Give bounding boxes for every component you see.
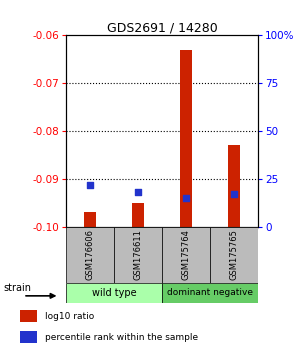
Bar [84,212,96,227]
Text: wild type: wild type [92,288,136,298]
Text: dominant negative: dominant negative [167,289,253,297]
Bar [66,227,114,283]
Text: percentile rank within the sample: percentile rank within the sample [45,333,198,342]
Bar [162,227,210,283]
Bar [210,227,258,283]
Bar [162,283,258,303]
Title: GDS2691 / 14280: GDS2691 / 14280 [106,21,218,34]
Bar [132,202,144,227]
Point [88,182,92,187]
Bar [114,227,162,283]
Point [136,189,140,195]
Text: GSM175764: GSM175764 [182,229,190,280]
Bar [20,331,37,343]
Text: log10 ratio: log10 ratio [45,312,94,321]
Text: strain: strain [3,283,31,293]
Bar [228,145,240,227]
Point [232,191,236,197]
Bar [20,310,37,322]
Text: GSM176611: GSM176611 [134,229,142,280]
Text: GSM176606: GSM176606 [85,229,94,280]
Text: GSM175765: GSM175765 [230,229,238,280]
Point [184,195,188,201]
Bar [66,283,162,303]
Bar [180,50,192,227]
